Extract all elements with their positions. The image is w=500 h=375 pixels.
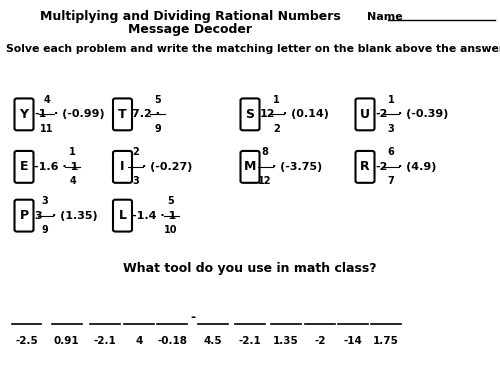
Text: · (-0.99): · (-0.99) bbox=[54, 110, 104, 119]
Text: 9: 9 bbox=[154, 124, 161, 134]
FancyBboxPatch shape bbox=[356, 99, 374, 130]
Text: · (0.14): · (0.14) bbox=[283, 110, 329, 119]
Text: 3: 3 bbox=[34, 211, 42, 220]
Text: 4.5: 4.5 bbox=[204, 336, 223, 345]
Text: Message Decoder: Message Decoder bbox=[128, 24, 252, 36]
Text: 6: 6 bbox=[388, 147, 394, 158]
Text: M: M bbox=[244, 160, 256, 173]
Text: Name: Name bbox=[368, 12, 403, 22]
Text: -: - bbox=[190, 311, 195, 324]
Text: -2.1: -2.1 bbox=[94, 336, 116, 345]
Text: 1.35: 1.35 bbox=[273, 336, 299, 345]
Text: -14: -14 bbox=[344, 336, 362, 345]
FancyBboxPatch shape bbox=[113, 151, 132, 183]
Text: 1.75: 1.75 bbox=[373, 336, 399, 345]
FancyBboxPatch shape bbox=[240, 99, 260, 130]
Text: -2: -2 bbox=[375, 162, 388, 172]
Text: -2.1: -2.1 bbox=[238, 336, 261, 345]
Text: 0.91: 0.91 bbox=[54, 336, 80, 345]
Text: Solve each problem and write the matching letter on the blank above the answer.: Solve each problem and write the matchin… bbox=[6, 44, 500, 54]
Text: -0.18: -0.18 bbox=[157, 336, 187, 345]
Text: 7: 7 bbox=[388, 176, 394, 186]
Text: 1: 1 bbox=[69, 147, 76, 158]
Text: 7.2 ·: 7.2 · bbox=[132, 110, 160, 119]
Text: 12: 12 bbox=[258, 176, 272, 186]
FancyBboxPatch shape bbox=[14, 151, 34, 183]
Text: 2: 2 bbox=[273, 124, 280, 134]
Text: -2.5: -2.5 bbox=[15, 336, 38, 345]
Text: 3: 3 bbox=[388, 124, 394, 134]
FancyBboxPatch shape bbox=[356, 151, 374, 183]
Text: 3: 3 bbox=[132, 176, 139, 186]
Text: 9: 9 bbox=[42, 225, 48, 235]
Text: · (-0.27): · (-0.27) bbox=[142, 162, 193, 172]
Text: 4: 4 bbox=[69, 176, 76, 186]
FancyBboxPatch shape bbox=[240, 151, 260, 183]
Text: 3: 3 bbox=[42, 196, 48, 206]
Text: 4: 4 bbox=[136, 336, 142, 345]
Text: 4: 4 bbox=[43, 95, 50, 105]
Text: S: S bbox=[246, 108, 254, 121]
Text: 5: 5 bbox=[168, 196, 174, 206]
Text: E: E bbox=[20, 160, 28, 173]
Text: · (-0.39): · (-0.39) bbox=[398, 110, 448, 119]
FancyBboxPatch shape bbox=[14, 200, 34, 231]
Text: 2: 2 bbox=[132, 147, 139, 158]
Text: Multiplying and Dividing Rational Numbers: Multiplying and Dividing Rational Number… bbox=[40, 10, 341, 23]
Text: U: U bbox=[360, 108, 370, 121]
Text: R: R bbox=[360, 160, 370, 173]
FancyBboxPatch shape bbox=[14, 99, 34, 130]
Text: 11: 11 bbox=[40, 124, 53, 134]
FancyBboxPatch shape bbox=[113, 99, 132, 130]
Text: · (4.9): · (4.9) bbox=[398, 162, 436, 172]
Text: -1.6 · 1: -1.6 · 1 bbox=[34, 162, 78, 172]
Text: What tool do you use in math class?: What tool do you use in math class? bbox=[123, 262, 377, 274]
Text: · (1.35): · (1.35) bbox=[52, 211, 98, 220]
Text: 5: 5 bbox=[154, 95, 161, 105]
Text: -1: -1 bbox=[34, 110, 46, 119]
Text: 12: 12 bbox=[260, 110, 276, 119]
Text: -2: -2 bbox=[375, 110, 388, 119]
FancyBboxPatch shape bbox=[113, 200, 132, 231]
Text: I: I bbox=[120, 160, 125, 173]
Text: 10: 10 bbox=[164, 225, 178, 235]
Text: 8: 8 bbox=[262, 147, 268, 158]
Text: L: L bbox=[118, 209, 126, 222]
Text: · (-3.75): · (-3.75) bbox=[272, 162, 323, 172]
Text: Y: Y bbox=[20, 108, 28, 121]
Text: 1: 1 bbox=[273, 95, 280, 105]
Text: -2: -2 bbox=[314, 336, 326, 345]
Text: -1.4 · 1: -1.4 · 1 bbox=[132, 211, 177, 220]
Text: 1: 1 bbox=[388, 95, 394, 105]
Text: P: P bbox=[20, 209, 28, 222]
Text: T: T bbox=[118, 108, 127, 121]
